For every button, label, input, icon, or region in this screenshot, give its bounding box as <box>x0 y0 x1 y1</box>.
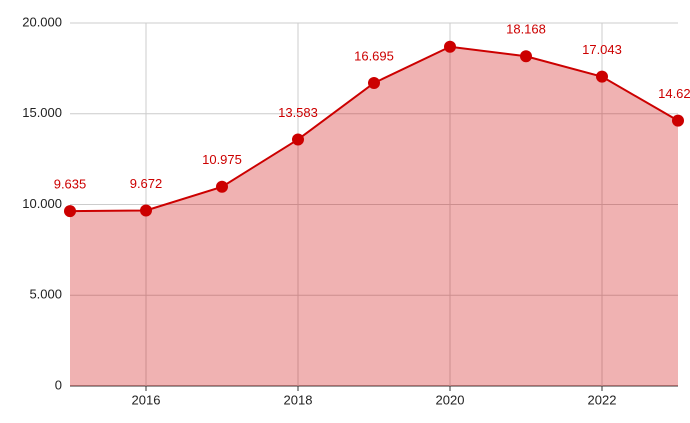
point <box>520 50 532 63</box>
y-tick-label: 20.000 <box>22 14 62 29</box>
y-tick-label: 15.000 <box>22 105 62 120</box>
point <box>672 114 684 127</box>
value-label: 9.672 <box>130 176 163 191</box>
value-label: 16.695 <box>354 48 394 63</box>
point <box>292 133 304 146</box>
x-tick-label: 2020 <box>436 392 465 407</box>
x-tick-label: 2022 <box>588 392 617 407</box>
y-tick-label: 0 <box>55 377 62 392</box>
y-tick-label: 10.000 <box>22 196 62 211</box>
point <box>444 40 456 53</box>
point <box>368 76 380 89</box>
area <box>70 46 678 387</box>
x-tick-label: 2018 <box>284 392 313 407</box>
value-label: 9.635 <box>54 177 87 192</box>
x-tick-label: 2016 <box>132 392 161 407</box>
value-label: 17.043 <box>582 42 622 57</box>
point <box>140 204 152 217</box>
point <box>596 70 608 83</box>
value-label: 14.620 <box>658 86 690 101</box>
value-label: 13.583 <box>278 105 318 120</box>
point <box>64 205 76 218</box>
y-tick-label: 5.000 <box>29 287 62 302</box>
value-label: 10.975 <box>202 152 242 167</box>
point <box>216 180 228 193</box>
value-label: 18.168 <box>506 22 546 37</box>
